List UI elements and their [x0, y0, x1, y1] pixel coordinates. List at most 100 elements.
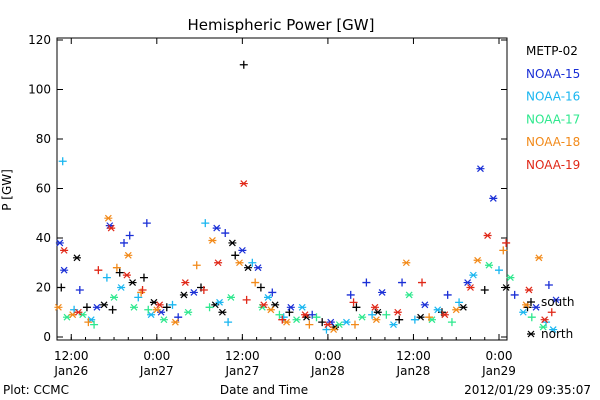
south-point-noaa-16 [248, 258, 257, 267]
north-point-noaa-19 [214, 259, 223, 267]
south-point-noaa-18 [112, 263, 121, 272]
north-point-noaa-18 [124, 251, 133, 259]
y-tick-label: 60 [36, 182, 51, 196]
x-tick-date: Jan28 [310, 364, 345, 378]
north-point-noaa-17 [405, 291, 414, 299]
south-point-noaa-19 [199, 285, 208, 294]
marker-legend-label: south [541, 295, 575, 309]
south-point-noaa-17 [144, 305, 153, 314]
south-point-noaa-15 [362, 278, 371, 287]
legend-noaa-19: NOAA-19 [526, 158, 580, 172]
north-point-noaa-15 [420, 301, 429, 309]
south-point-noaa-16 [102, 273, 111, 282]
north-point-noaa-18 [534, 254, 543, 262]
north-point-noaa-19 [393, 308, 402, 316]
north-point-noaa-18 [171, 318, 180, 326]
north-point-noaa-15 [286, 303, 295, 311]
south-point-noaa-19 [242, 295, 251, 304]
south-point-noaa-15 [398, 278, 407, 287]
north-point-metp-02 [128, 279, 137, 286]
south-point-noaa-16 [70, 305, 79, 314]
y-tick-label: 20 [36, 281, 51, 295]
south-point-noaa-16 [410, 315, 419, 324]
data-points [54, 60, 561, 334]
south-point-noaa-17 [90, 320, 99, 329]
north-point-noaa-17 [159, 316, 168, 324]
north-point-metp-02 [72, 254, 81, 262]
y-axis-label: P [GW] [0, 169, 14, 211]
x-tick-time: 12:00 [396, 349, 431, 363]
north-point-metp-02 [228, 239, 237, 247]
south-point-noaa-18 [425, 313, 434, 322]
north-point-noaa-15 [55, 239, 64, 247]
north-point-noaa-16 [147, 311, 156, 319]
north-point-noaa-16 [117, 284, 126, 291]
north-point-noaa-17 [539, 323, 548, 331]
north-point-noaa-18 [208, 237, 217, 244]
plot-frame [56, 37, 508, 341]
north-point-metp-02 [100, 301, 109, 309]
north-point-noaa-19 [323, 321, 332, 329]
south-point-noaa-18 [499, 246, 508, 255]
legend-noaa-18: NOAA-18 [526, 135, 580, 149]
legend-noaa-16: NOAA-16 [526, 90, 580, 104]
south-marker-legend [527, 298, 535, 306]
north-point-noaa-15 [378, 289, 387, 296]
x-tick-time: 12:00 [54, 349, 89, 363]
north-point-noaa-17 [335, 321, 344, 329]
south-point-noaa-19 [418, 278, 427, 287]
north-point-noaa-17 [292, 316, 301, 324]
south-point-noaa-16 [58, 157, 67, 166]
south-point-noaa-17 [275, 310, 284, 319]
y-tick-label: 80 [36, 132, 51, 146]
legend: METP-02 NOAA-15 NOAA-16 NOAA-17 NOAA-18 NOAA-… [526, 44, 580, 341]
x-tick-date: Jan29 [481, 364, 516, 378]
north-point-noaa-19 [524, 286, 533, 294]
x-tick-time: 0:00 [314, 349, 341, 363]
marker-legend-label: north [541, 327, 573, 341]
x-tick-time: 0:00 [486, 349, 513, 363]
north-point-noaa-18 [473, 256, 482, 264]
south-point-metp-02 [352, 303, 361, 312]
south-point-noaa-15 [510, 290, 519, 299]
south-point-noaa-18 [192, 261, 201, 270]
footer-credit: Plot: CCMC [3, 383, 69, 397]
south-point-noaa-15 [308, 310, 317, 319]
chart-title: Hemispheric Power [GW] [188, 16, 375, 34]
north-point-noaa-17 [226, 293, 235, 301]
south-point-noaa-18 [84, 318, 93, 327]
north-point-noaa-16 [433, 306, 442, 314]
north-point-noaa-15 [189, 289, 198, 296]
north-point-noaa-15 [212, 224, 221, 232]
south-point-metp-02 [57, 283, 66, 292]
north-point-noaa-17 [110, 293, 119, 301]
north-point-noaa-18 [54, 303, 63, 311]
north-point-noaa-15 [254, 264, 263, 272]
south-point-noaa-15 [443, 290, 452, 299]
south-point-metp-02 [231, 251, 240, 260]
south-point-noaa-18 [350, 320, 359, 329]
north-point-noaa-17 [506, 274, 515, 282]
north-point-noaa-17 [129, 303, 138, 311]
south-point-metp-02 [82, 303, 91, 312]
north-point-noaa-18 [235, 259, 244, 267]
south-point-noaa-19 [138, 285, 147, 294]
south-point-noaa-18 [251, 278, 260, 287]
north-point-noaa-16 [264, 293, 273, 301]
north-point-noaa-18 [452, 306, 461, 314]
south-point-noaa-15 [142, 219, 151, 228]
y-tick-label: 0 [43, 330, 51, 344]
south-point-noaa-16 [322, 325, 331, 334]
north-point-noaa-19 [122, 271, 131, 279]
north-point-noaa-19 [259, 301, 268, 309]
x-tick-date: Jan28 [396, 364, 431, 378]
south-point-metp-02 [395, 315, 404, 324]
north-point-noaa-18 [522, 301, 531, 309]
north-point-noaa-19 [301, 311, 310, 319]
north-point-noaa-19 [483, 232, 492, 239]
south-point-noaa-16 [134, 293, 143, 302]
north-point-noaa-15 [92, 303, 101, 311]
y-tick-label: 120 [28, 33, 51, 47]
north-point-noaa-18 [402, 259, 411, 267]
